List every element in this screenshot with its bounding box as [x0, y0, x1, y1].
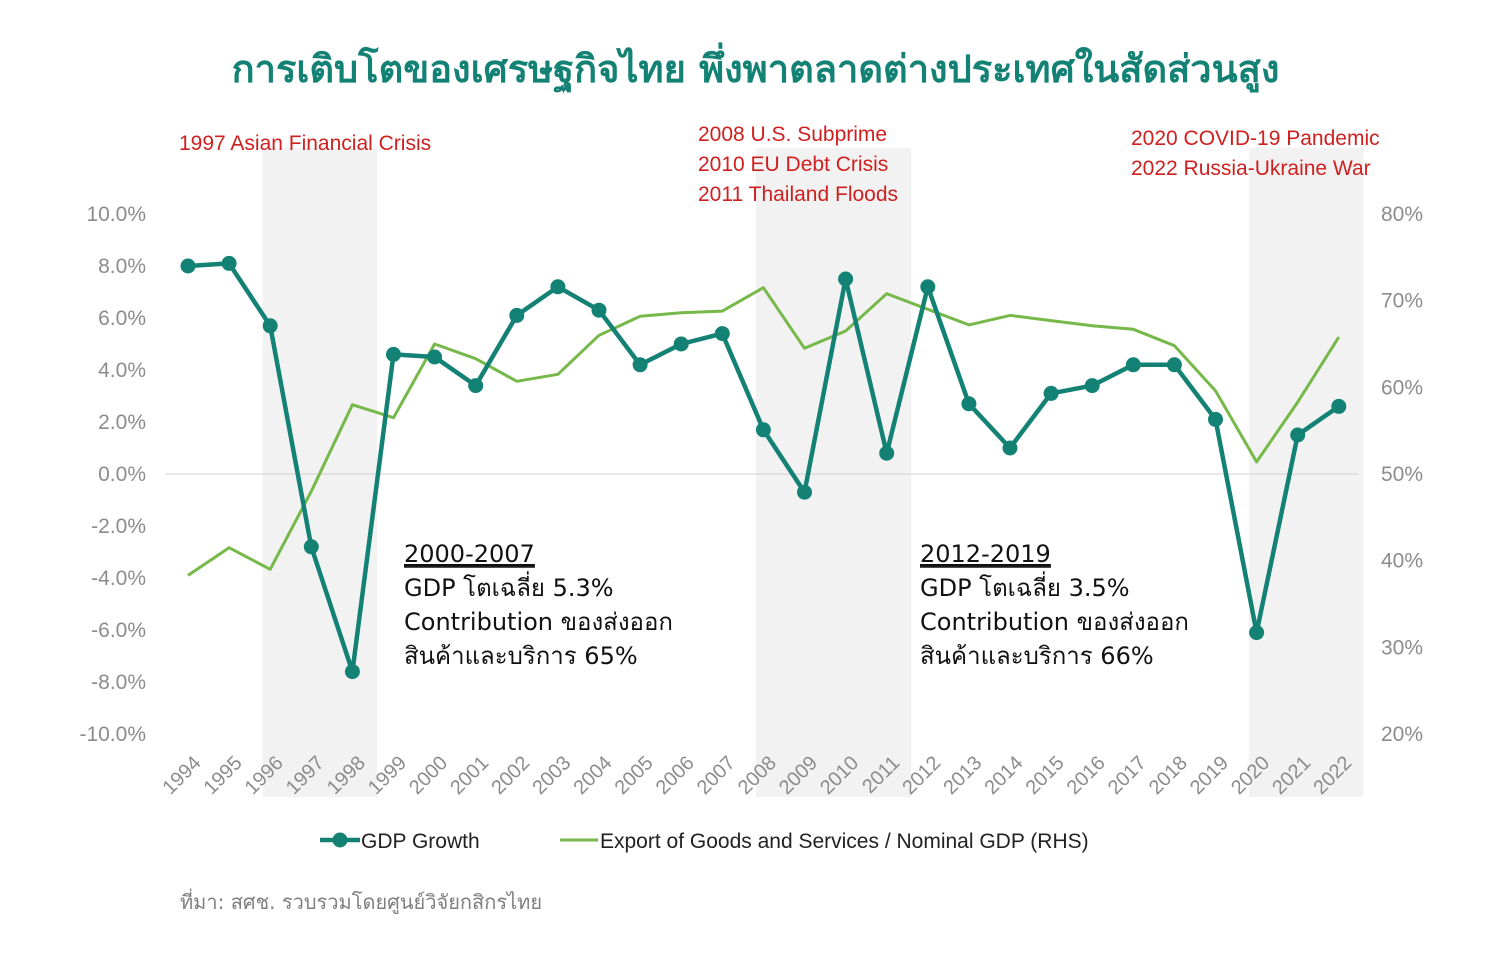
x-tick-label: 2014 — [981, 752, 1028, 799]
gdp-growth-point — [303, 539, 319, 555]
y-left-tick-label: 4.0% — [98, 359, 146, 382]
gdp-growth-point — [221, 255, 237, 271]
gdp-growth-point — [879, 445, 895, 461]
gdp-growth-point — [1084, 378, 1100, 394]
y-right-tick-label: 80% — [1381, 203, 1423, 226]
y-left-tick-label: -8.0% — [91, 671, 146, 694]
y-right-tick-label: 20% — [1381, 723, 1423, 746]
y-left-tick-label: -6.0% — [91, 619, 146, 642]
event-label: 2008 U.S. Subprime — [698, 123, 887, 146]
legend: GDP Growth Export of Goods and Services /… — [320, 830, 1089, 853]
gdp-growth-point — [1043, 385, 1059, 401]
x-tick-label: 2018 — [1145, 752, 1192, 799]
chart-title: การเติบโตของเศรษฐกิจไทย พึ่งพาตลาดต่างปร… — [231, 47, 1280, 91]
gdp-growth-point — [386, 346, 401, 362]
y-left-tick-label: -10.0% — [79, 723, 146, 746]
x-tick-label: 2007 — [693, 752, 740, 799]
x-tick-label: 2000 — [405, 752, 452, 799]
shaded-periods — [262, 148, 1364, 797]
x-tick-label: 2004 — [570, 752, 617, 799]
series-export-ratio — [187, 286, 1341, 577]
shaded-period — [755, 148, 912, 797]
y-left-tick-label: 10.0% — [86, 203, 146, 226]
x-tick-label: 2019 — [1186, 752, 1233, 799]
annotation-line: สินค้าและบริการ 65% — [404, 642, 638, 670]
event-label: 2020 COVID-19 Pandemic — [1131, 127, 1380, 150]
annotation-line: Contribution ของส่งออก — [920, 608, 1189, 636]
x-tick-label: 2013 — [939, 752, 986, 799]
event-labels: 1997 Asian Financial Crisis 2008 U.S. Sub… — [179, 123, 1380, 206]
y-left-tick-label: 6.0% — [98, 307, 146, 330]
y-left-tick-label: -2.0% — [91, 515, 146, 538]
x-tick-label: 2006 — [652, 752, 699, 799]
x-tick-label: 2016 — [1063, 752, 1110, 799]
source-note: ที่มา: สศช. รวบรวมโดยศูนย์วิจัยกสิกรไทย — [180, 890, 543, 914]
gdp-growth-point — [632, 357, 648, 373]
annotation-line: Contribution ของส่งออก — [404, 608, 673, 636]
event-label: 1997 Asian Financial Crisis — [179, 132, 431, 155]
annotation-line: สินค้าและบริการ 66% — [920, 642, 1154, 670]
gdp-growth-point — [262, 318, 278, 334]
legend-export-label: Export of Goods and Services / Nominal G… — [600, 830, 1089, 853]
annotation-line: GDP โตเฉลี่ย 3.5% — [920, 571, 1130, 602]
x-tick-label: 1995 — [200, 752, 247, 799]
gdp-growth-point — [920, 279, 936, 295]
gdp-growth-point — [1249, 625, 1265, 641]
event-label: 2010 EU Debt Crisis — [698, 153, 888, 176]
gdp-growth-point — [180, 258, 196, 274]
legend-gdp-label: GDP Growth — [361, 830, 480, 853]
gdp-growth-point — [714, 326, 730, 342]
gdp-growth-point — [550, 279, 566, 295]
gdp-growth-point — [468, 378, 484, 394]
gdp-growth-point — [961, 396, 977, 412]
y-right-tick-label: 30% — [1381, 636, 1423, 659]
gdp-growth-point — [1125, 357, 1141, 373]
annotation-line: GDP โตเฉลี่ย 5.3% — [404, 571, 614, 602]
y-axis-right: 80% 70% 60% 50% 40% 30% 20% — [1381, 203, 1423, 746]
x-tick-label: 2001 — [446, 752, 493, 799]
x-tick-label: 1994 — [159, 752, 206, 799]
gdp-growth-point — [673, 336, 689, 352]
y-right-tick-label: 40% — [1381, 550, 1423, 573]
event-label: 2022 Russia-Ukraine War — [1131, 157, 1371, 180]
gdp-growth-point — [1002, 440, 1018, 456]
y-right-tick-label: 60% — [1381, 376, 1423, 399]
gdp-growth-point — [1208, 411, 1223, 427]
gdp-growth-point — [591, 302, 607, 318]
gdp-growth-point — [1290, 427, 1306, 443]
gdp-growth-point — [1166, 357, 1182, 373]
y-left-tick-label: -4.0% — [91, 567, 146, 590]
x-tick-label: 2015 — [1022, 752, 1069, 799]
gdp-growth-point — [344, 664, 360, 680]
y-right-tick-label: 70% — [1381, 290, 1423, 313]
gdp-growth-point — [427, 349, 443, 365]
event-label: 2011 Thailand Floods — [698, 183, 898, 206]
x-tick-label: 2002 — [487, 752, 534, 799]
gdp-growth-point — [1331, 398, 1347, 414]
annotation-heading: 2000-2007 — [404, 540, 535, 568]
y-right-tick-label: 50% — [1381, 463, 1423, 486]
y-axis-left: 10.0% 8.0% 6.0% 4.0% 2.0% 0.0% -2.0% -4.0% -6.0%… — [79, 203, 146, 746]
gdp-growth-point — [797, 484, 812, 500]
shaded-period — [1249, 148, 1364, 797]
gdp-growth-point — [755, 422, 771, 438]
annotation-heading: 2012-2019 — [920, 540, 1051, 568]
gdp-growth-point — [509, 307, 525, 323]
series-gdp-growth — [180, 255, 1347, 680]
x-tick-label: 2003 — [528, 752, 575, 799]
legend-gdp-swatch-marker — [332, 832, 348, 848]
y-left-tick-label: 0.0% — [98, 463, 146, 486]
y-left-tick-label: 2.0% — [98, 411, 146, 434]
period-annotations: 2000-2007 GDP โตเฉลี่ย 5.3% Contribution ข… — [404, 540, 1189, 670]
y-left-tick-label: 8.0% — [98, 255, 146, 278]
gdp-growth-point — [838, 271, 854, 287]
export-ratio-line — [187, 286, 1341, 577]
x-tick-label: 2017 — [1104, 752, 1151, 799]
x-tick-label: 2005 — [611, 752, 658, 799]
